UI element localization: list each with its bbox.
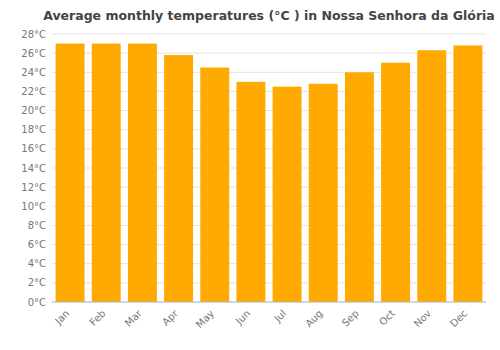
x-tick-label: May [194, 308, 216, 330]
y-axis: 0°C 2°C 4°C 6°C 8°C 10°C 12°C 14°C 16°C 18°C 20°C 2… [21, 29, 486, 308]
x-axis: Jan Feb Mar Apr May Jun Jul Aug Sep Oct Nov Dec [52, 307, 469, 330]
x-tick-label: Feb [87, 308, 107, 328]
y-tick-label: 4°C [28, 258, 46, 269]
y-tick-label: 0°C [28, 297, 46, 308]
x-axis-line [52, 302, 486, 303]
bar [92, 44, 121, 302]
y-tick-label: 20°C [21, 105, 46, 116]
bar [128, 44, 157, 302]
bar [56, 44, 85, 302]
x-tick-label: Apr [160, 307, 181, 328]
bar [345, 72, 374, 302]
bars [56, 44, 483, 302]
x-tick-label: Jun [233, 308, 253, 328]
bar [273, 87, 302, 302]
y-tick-label: 12°C [21, 182, 46, 193]
y-tick-label: 16°C [21, 143, 46, 154]
grid-line [52, 34, 486, 35]
bar [164, 55, 193, 302]
x-tick-label: Oct [377, 308, 397, 328]
y-tick-label: 6°C [28, 239, 46, 250]
y-tick-label: 24°C [21, 67, 46, 78]
bar [309, 84, 338, 302]
bar [381, 63, 410, 302]
x-tick-label: Jul [271, 308, 288, 325]
y-tick-label: 28°C [21, 29, 46, 40]
x-tick-label: Aug [303, 308, 325, 330]
x-tick-label: Mar [123, 307, 145, 329]
bar [453, 45, 482, 302]
x-tick-label: Nov [412, 308, 434, 330]
chart-title: Average monthly temperatures (°C ) in No… [43, 8, 495, 23]
y-tick-label: 18°C [21, 124, 46, 135]
y-tick-label: 14°C [21, 163, 46, 174]
y-tick-label: 22°C [21, 86, 46, 97]
bar [236, 82, 265, 302]
y-tick-label: 10°C [21, 201, 46, 212]
bar [417, 50, 446, 302]
chart-svg: Average monthly temperatures (°C ) in No… [0, 0, 500, 350]
bar [200, 68, 229, 303]
y-tick-label: 26°C [21, 48, 46, 59]
x-tick-label: Dec [448, 308, 469, 329]
chart-container: Average monthly temperatures (°C ) in No… [0, 0, 500, 350]
y-tick-label: 2°C [28, 277, 46, 288]
grid-line [52, 302, 486, 303]
x-tick-label: Jan [52, 308, 71, 327]
x-tick-label: Sep [340, 308, 361, 329]
y-tick-label: 8°C [28, 220, 46, 231]
